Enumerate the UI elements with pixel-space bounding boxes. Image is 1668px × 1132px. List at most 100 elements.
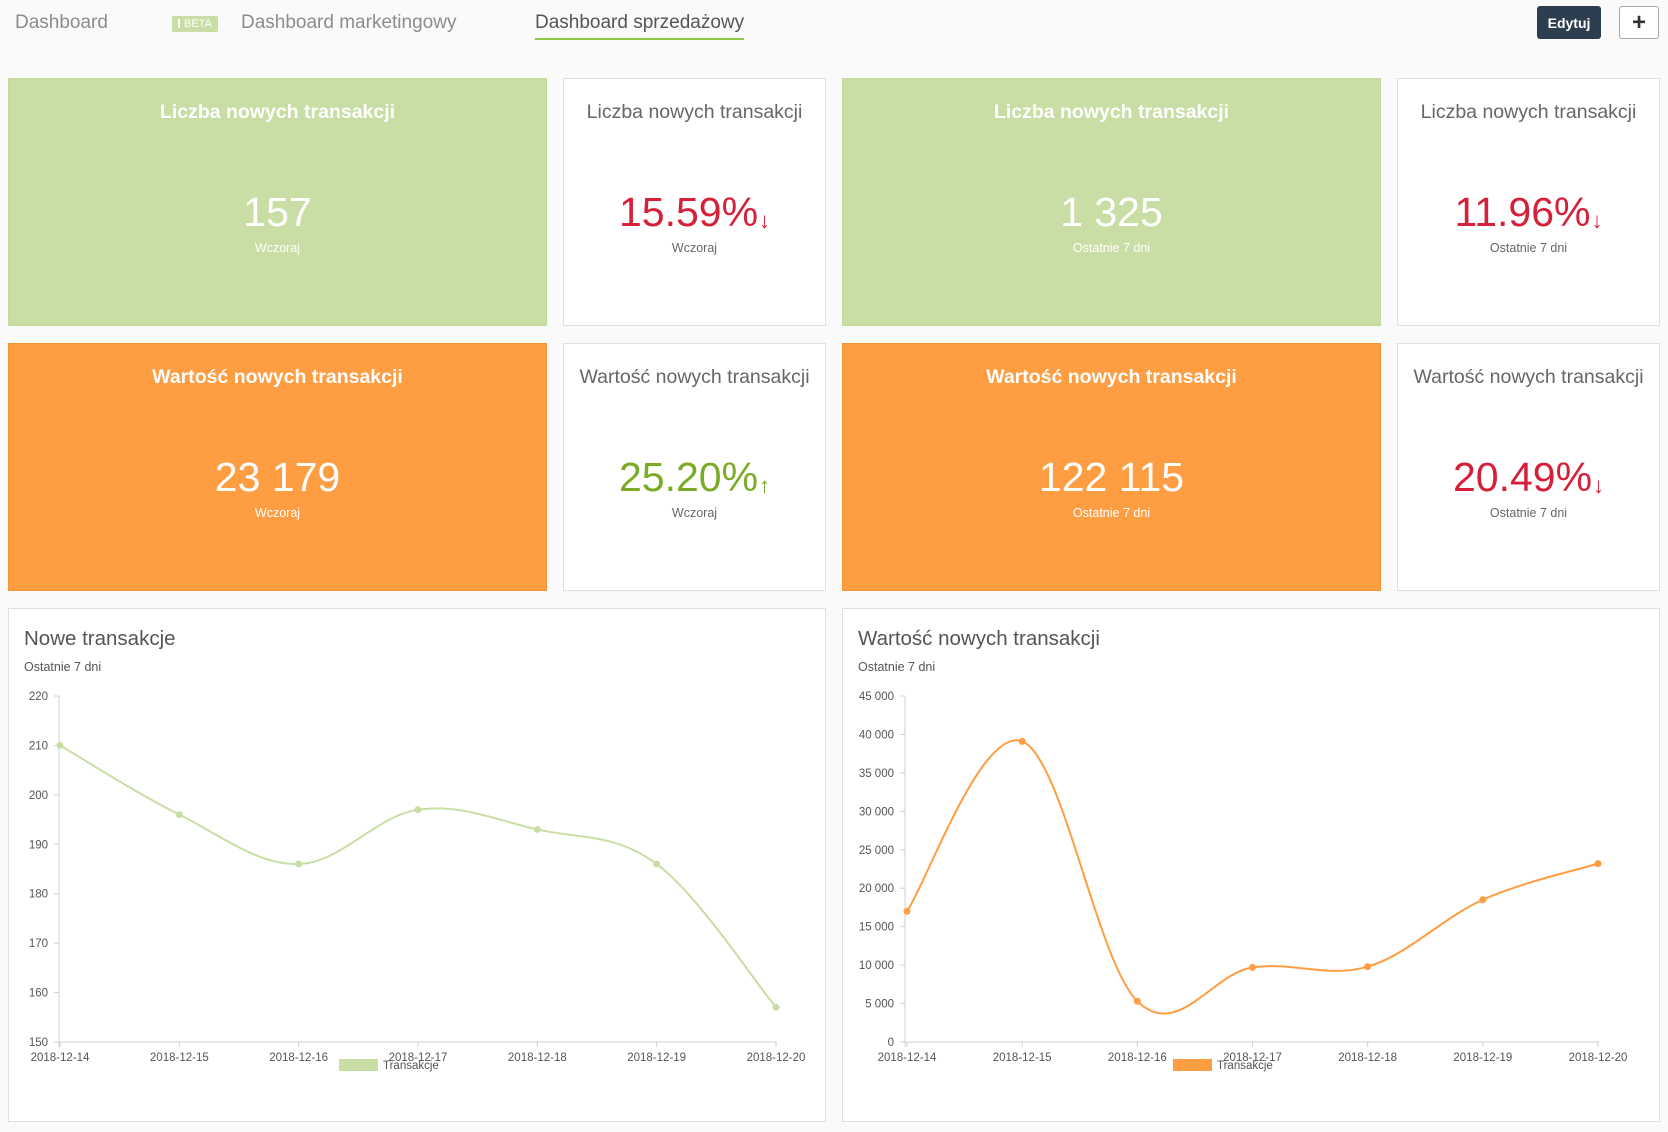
top-navigation: Dashboard BETA Dashboard marketingowy Da… bbox=[0, 0, 1668, 55]
kpi-card-value-yesterday: Wartość nowych transakcji 23 179 Wczoraj bbox=[8, 343, 547, 591]
beta-badge: BETA bbox=[172, 16, 218, 32]
y-tick-label: 45 000 bbox=[859, 691, 894, 703]
legend-label[interactable]: Transakcje bbox=[1217, 1060, 1273, 1072]
data-point[interactable] bbox=[533, 825, 541, 833]
x-tick-label: 2018-12-20 bbox=[1569, 1052, 1628, 1064]
y-tick-label: 10 000 bbox=[859, 960, 894, 972]
card-period: Wczoraj bbox=[254, 241, 301, 255]
chart-panel-new-transactions: Nowe transakcje Ostatnie 7 dni 150 160 170… bbox=[8, 608, 826, 1122]
card-title: Liczba nowych transakcji bbox=[993, 101, 1230, 123]
data-point[interactable] bbox=[1249, 963, 1256, 971]
arrow-down-icon: ↓ bbox=[1591, 208, 1603, 233]
chart-title: Nowe transakcje bbox=[24, 627, 176, 650]
card-value: 25.20%↑ bbox=[618, 454, 771, 500]
legend-swatch[interactable] bbox=[1173, 1059, 1212, 1071]
kpi-card-value-yesterday-change: Wartość nowych transakcji 25.20%↑ Wczora… bbox=[563, 343, 826, 591]
card-period: Ostatnie 7 dni bbox=[1489, 241, 1568, 255]
x-tick-label: 2018-12-17 bbox=[389, 1052, 448, 1064]
arrow-up-icon: ↑ bbox=[759, 473, 771, 498]
x-tick-label: 2018-12-17 bbox=[1223, 1052, 1282, 1064]
y-tick-label: 220 bbox=[29, 691, 48, 703]
data-point[interactable] bbox=[295, 860, 303, 868]
card-value: 122 115 bbox=[1038, 454, 1185, 500]
x-tick-label: 2018-12-16 bbox=[1108, 1052, 1167, 1064]
data-point[interactable] bbox=[56, 741, 64, 749]
tab-dashboard-sprzedazowy[interactable]: Dashboard sprzedażowy bbox=[535, 12, 745, 40]
card-value: 1 325 bbox=[1060, 189, 1163, 235]
card-value: 11.96%↓ bbox=[1454, 189, 1603, 235]
card-period: Ostatnie 7 dni bbox=[1489, 506, 1568, 520]
card-title: Wartość nowych transakcji bbox=[579, 366, 810, 388]
x-tick-label: 2018-12-19 bbox=[627, 1052, 686, 1064]
kpi-card-count-yesterday: Liczba nowych transakcji 157 Wczoraj bbox=[8, 78, 547, 326]
card-title: Wartość nowych transakcji bbox=[1413, 366, 1644, 388]
y-tick-label: 35 000 bbox=[859, 768, 894, 780]
card-value: 20.49%↓ bbox=[1452, 454, 1605, 500]
kpi-card-count-7days-change: Liczba nowych transakcji 11.96%↓ Ostatni… bbox=[1397, 78, 1660, 326]
y-tick-label: 180 bbox=[29, 889, 48, 901]
card-title: Liczba nowych transakcji bbox=[159, 101, 396, 123]
card-title: Wartość nowych transakcji bbox=[152, 366, 403, 388]
arrow-down-icon: ↓ bbox=[1593, 473, 1605, 498]
kpi-card-count-7days: Liczba nowych transakcji 1 325 Ostatnie … bbox=[842, 78, 1381, 326]
x-tick-label: 2018-12-15 bbox=[150, 1052, 209, 1064]
card-period: Wczoraj bbox=[671, 241, 718, 255]
y-tick-label: 160 bbox=[29, 988, 48, 1000]
chart-subtitle: Ostatnie 7 dni bbox=[24, 660, 102, 674]
beta-badge-label: BETA bbox=[184, 18, 212, 30]
series-line bbox=[906, 739, 1599, 1015]
chart-subtitle: Ostatnie 7 dni bbox=[858, 660, 936, 674]
y-tick-label: 0 bbox=[888, 1037, 894, 1049]
legend-label[interactable]: Transakcje bbox=[383, 1060, 439, 1072]
beta-bar-icon bbox=[178, 19, 180, 28]
tab-dashboard-marketingowy[interactable]: Dashboard marketingowy bbox=[241, 12, 457, 33]
kpi-card-count-yesterday-change: Liczba nowych transakcji 15.59%↓ Wczoraj bbox=[563, 78, 826, 326]
y-tick-label: 200 bbox=[29, 790, 48, 802]
y-tick-label: 40 000 bbox=[859, 729, 894, 741]
data-point[interactable] bbox=[1364, 963, 1372, 971]
card-period: Wczoraj bbox=[254, 506, 301, 520]
data-point[interactable] bbox=[1018, 737, 1026, 745]
x-tick-label: 2018-12-19 bbox=[1453, 1052, 1512, 1064]
data-point[interactable] bbox=[414, 806, 422, 814]
y-tick-label: 5 000 bbox=[865, 999, 894, 1011]
card-title: Wartość nowych transakcji bbox=[986, 366, 1237, 388]
chart-panel-transaction-value: Wartość nowych transakcji Ostatnie 7 dni… bbox=[842, 608, 1660, 1122]
y-tick-label: 15 000 bbox=[859, 922, 894, 934]
data-point[interactable] bbox=[175, 811, 183, 819]
x-tick-label: 2018-12-15 bbox=[993, 1052, 1052, 1064]
card-value: 157 bbox=[243, 189, 312, 235]
card-value: 23 179 bbox=[214, 454, 341, 500]
card-period: Wczoraj bbox=[671, 506, 718, 520]
x-tick-label: 2018-12-20 bbox=[747, 1052, 806, 1064]
y-tick-label: 150 bbox=[29, 1037, 48, 1049]
data-point[interactable] bbox=[1594, 860, 1602, 868]
x-tick-label: 2018-12-18 bbox=[508, 1052, 567, 1064]
arrow-down-icon: ↓ bbox=[759, 208, 771, 233]
add-button[interactable]: + bbox=[1619, 6, 1659, 39]
y-tick-label: 25 000 bbox=[859, 845, 894, 857]
x-tick-label: 2018-12-16 bbox=[269, 1052, 328, 1064]
y-tick-label: 210 bbox=[29, 740, 48, 752]
chart-new-transactions: 150 160 170 180 190 200 210 220 2018-12-14 2018-1… bbox=[29, 691, 806, 1072]
x-tick-label: 2018-12-18 bbox=[1338, 1052, 1397, 1064]
y-tick-label: 20 000 bbox=[859, 883, 894, 895]
edit-button[interactable]: Edytuj bbox=[1537, 6, 1601, 39]
tab-dashboard[interactable]: Dashboard bbox=[15, 12, 108, 33]
card-title: Liczba nowych transakcji bbox=[586, 101, 803, 123]
plus-icon: + bbox=[1631, 8, 1646, 36]
data-point[interactable] bbox=[903, 907, 911, 915]
legend-swatch[interactable] bbox=[339, 1059, 378, 1071]
chart-transaction-value: 0 5 000 10 000 15 000 20 000 25 000 30 000 35 0… bbox=[859, 691, 1628, 1072]
card-period: Ostatnie 7 dni bbox=[1072, 241, 1151, 255]
y-tick-label: 190 bbox=[29, 839, 48, 851]
x-tick-label: 2018-12-14 bbox=[31, 1052, 90, 1064]
data-point[interactable] bbox=[1133, 997, 1141, 1005]
card-title: Liczba nowych transakcji bbox=[1420, 101, 1637, 123]
data-point[interactable] bbox=[653, 860, 661, 868]
data-point[interactable] bbox=[772, 1003, 780, 1011]
kpi-card-value-7days-change: Wartość nowych transakcji 20.49%↓ Ostatn… bbox=[1397, 343, 1660, 591]
y-tick-label: 30 000 bbox=[859, 806, 894, 818]
data-point[interactable] bbox=[1479, 896, 1487, 904]
card-period: Ostatnie 7 dni bbox=[1072, 506, 1151, 520]
